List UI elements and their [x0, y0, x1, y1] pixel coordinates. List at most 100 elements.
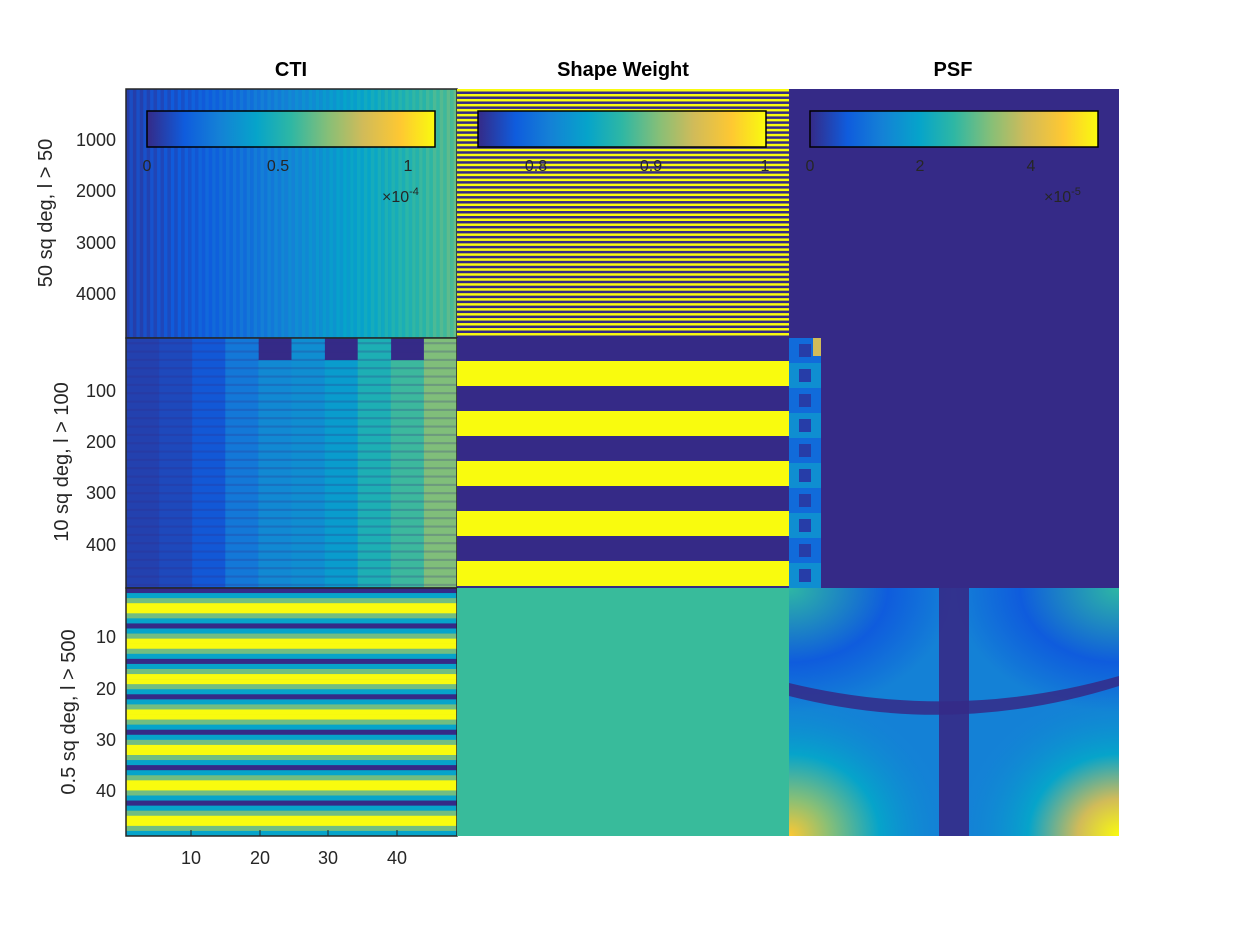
heatmap-stripe: [126, 643, 457, 650]
heatmap-cell: [446, 89, 451, 338]
y-tick-label: 30: [96, 730, 116, 750]
heatmap-stripe: [357, 400, 392, 403]
heatmap-stripe: [159, 550, 193, 553]
heatmap-stripe: [192, 400, 226, 403]
heatmap-stripe: [126, 800, 457, 806]
heatmap-cell: [394, 89, 399, 338]
heatmap-stripe: [192, 483, 226, 486]
heatmap-cell: [308, 89, 313, 338]
heatmap-stripe: [126, 623, 457, 629]
heatmap-cell: [429, 89, 434, 338]
heatmap-stripe: [423, 400, 458, 403]
heatmap-stripe: [390, 475, 425, 478]
heatmap-cell: [408, 89, 413, 338]
y-ticks-row-1: 1000 2000 3000 4000: [76, 130, 116, 304]
heatmap-stripe: [324, 550, 358, 553]
heatmap-stripe: [457, 511, 789, 536]
heatmap-stripe: [192, 367, 226, 370]
heatmap-stripe: [159, 400, 193, 403]
heatmap-cell: [799, 494, 811, 507]
heatmap-cell: [799, 519, 811, 532]
heatmap-stripe: [357, 517, 392, 520]
column-title-cti: CTI: [275, 59, 307, 81]
heatmap-stripe: [192, 375, 226, 378]
heatmap-stripe: [457, 98, 789, 102]
heatmap-stripe: [357, 442, 392, 445]
heatmap-stripe: [225, 583, 259, 586]
colorbar-tick-label: 0.5: [267, 158, 289, 175]
heatmap-stripe: [423, 358, 458, 361]
heatmap-stripe: [159, 558, 193, 561]
heatmap-cell: [191, 89, 196, 338]
heatmap-cell: [219, 89, 223, 338]
x-tick-label: 30: [318, 848, 338, 868]
heatmap-stripe: [159, 567, 193, 570]
heatmap-cell: [225, 89, 230, 338]
panel-cti-row-3: [125, 587, 458, 837]
heatmap-stripe: [291, 517, 325, 520]
panel-background: [789, 338, 1119, 588]
heatmap-stripe: [423, 567, 458, 570]
heatmap-stripe: [324, 475, 358, 478]
heatmap-stripe: [126, 805, 457, 811]
heatmap-stripe: [126, 674, 457, 680]
heatmap-stripe: [225, 400, 259, 403]
heatmap-cell: [225, 338, 259, 588]
heatmap-cross-horizontal: [789, 676, 1119, 715]
heatmap-stripe: [457, 208, 789, 212]
heatmap-stripe: [126, 830, 457, 837]
heatmap-cell: [329, 89, 334, 338]
heatmap-stripe: [159, 342, 193, 345]
heatmap-stripe: [258, 358, 292, 361]
heatmap-stripe: [457, 198, 789, 202]
heatmap-stripe: [457, 168, 789, 172]
colorbar-tick-label: 0: [806, 158, 815, 175]
heatmap-stripe: [192, 442, 226, 445]
heatmap-stripe: [457, 303, 789, 306]
heatmap-stripe: [192, 517, 226, 520]
heatmap-stripe: [390, 483, 425, 486]
heatmap-cell: [370, 89, 375, 338]
heatmap-stripe: [126, 500, 160, 503]
heatmap-stripe: [457, 288, 789, 291]
heatmap-stripe: [423, 508, 458, 511]
heatmap-stripe: [291, 358, 325, 361]
heatmap-stripe: [357, 492, 392, 495]
y-tick-label: 200: [86, 432, 116, 452]
heatmap-cell: [315, 89, 320, 338]
heatmap-stripe: [126, 679, 457, 685]
heatmap-stripe: [423, 433, 458, 436]
heatmap-stripe: [457, 411, 789, 436]
heatmap-stripe: [159, 408, 193, 411]
heatmap-stripe: [423, 583, 458, 586]
heatmap-stripe: [291, 567, 325, 570]
heatmap-stripe: [126, 598, 457, 604]
heatmap-stripe: [192, 558, 226, 561]
heatmap-cell: [170, 89, 175, 338]
heatmap-stripe: [390, 350, 425, 353]
y-tick-label: 400: [86, 535, 116, 555]
heatmap-stripe: [291, 533, 325, 536]
heatmap-stripe: [159, 483, 193, 486]
heatmap-stripe: [225, 433, 259, 436]
heatmap-cell: [799, 369, 811, 382]
heatmap-stripe: [258, 458, 292, 461]
heatmap-stripe: [457, 313, 789, 316]
heatmap-stripe: [457, 328, 789, 331]
heatmap-stripe: [258, 400, 292, 403]
heatmap-stripe: [258, 467, 292, 470]
heatmap-stripe: [390, 517, 425, 520]
heatmap-stripe: [357, 533, 392, 536]
heatmap-stripe: [291, 400, 325, 403]
heatmap-stripe: [225, 350, 259, 353]
heatmap-stripe: [258, 367, 292, 370]
heatmap-stripe: [390, 525, 425, 528]
heatmap-cell: [412, 89, 416, 338]
heatmap-stripe: [457, 333, 789, 336]
heatmap-stripe: [258, 558, 292, 561]
heatmap-stripe: [126, 739, 457, 746]
heatmap-cell: [357, 338, 392, 588]
heatmap-stripe: [159, 383, 193, 386]
heatmap-stripe: [258, 575, 292, 578]
